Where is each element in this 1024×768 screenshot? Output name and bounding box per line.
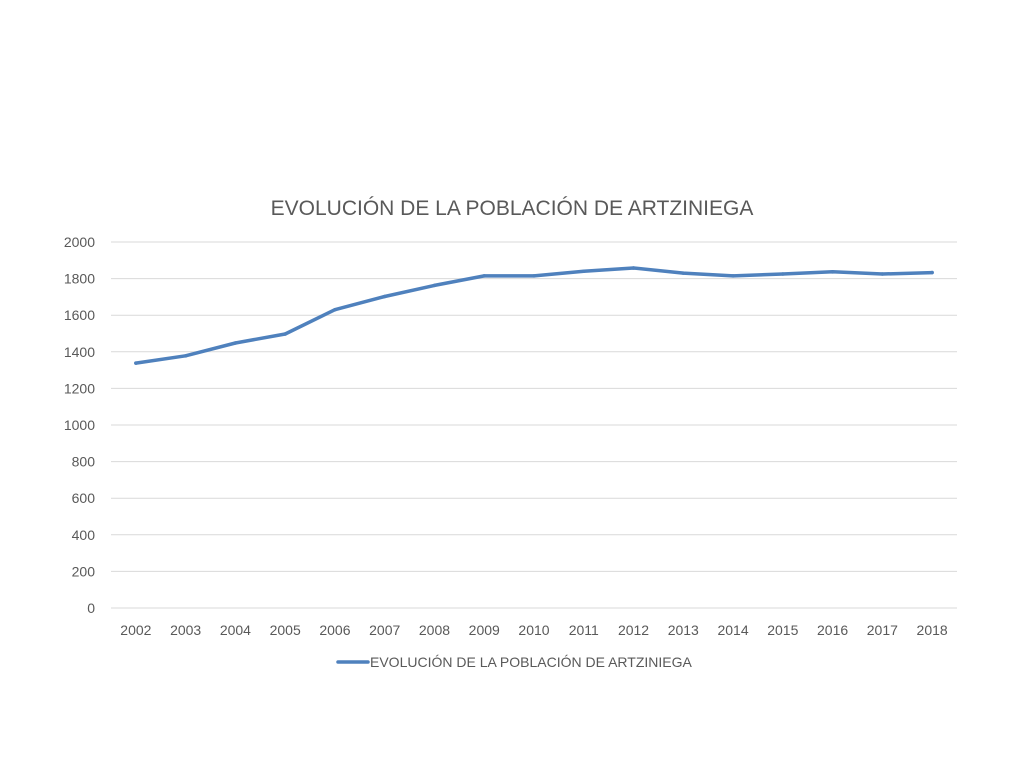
data-point [532, 274, 536, 278]
series-group [134, 266, 934, 365]
data-point [582, 269, 586, 274]
x-tick-label: 2018 [917, 622, 948, 638]
y-tick-label: 0 [87, 600, 95, 616]
legend: EVOLUCIÓN DE LA POBLACIÓN DE ARTZINIEGA [336, 654, 692, 670]
data-point [930, 270, 934, 275]
x-tick-label: 2009 [469, 622, 500, 638]
data-point [183, 354, 188, 358]
data-point [333, 307, 337, 312]
x-tick-label: 2011 [569, 622, 599, 638]
data-point [731, 274, 735, 278]
y-tick-label: 1600 [64, 307, 95, 323]
y-tick-label: 200 [72, 563, 96, 579]
y-tick-label: 600 [72, 490, 96, 506]
data-point [382, 294, 387, 299]
y-tick-label: 1000 [64, 417, 95, 433]
legend-label: EVOLUCIÓN DE LA POBLACIÓN DE ARTZINIEGA [370, 654, 692, 670]
y-gridlines [111, 241, 957, 609]
x-tick-label: 2016 [817, 622, 848, 638]
x-tick-label: 2012 [618, 622, 649, 638]
x-tick-label: 2017 [867, 622, 898, 638]
y-tick-label: 2000 [64, 234, 95, 250]
data-point [781, 272, 785, 276]
data-point [283, 332, 287, 336]
data-point [880, 272, 885, 276]
x-tick-label: 2005 [270, 622, 301, 638]
data-point [233, 341, 238, 345]
data-point [134, 361, 138, 365]
x-tick-label: 2003 [170, 622, 201, 638]
x-tick-label: 2013 [668, 622, 699, 638]
y-tick-label: 1800 [64, 271, 95, 287]
y-tick-label: 1400 [64, 344, 95, 360]
data-point [830, 270, 835, 274]
x-tick-label: 2002 [120, 622, 151, 638]
x-tick-label: 2006 [319, 622, 350, 638]
chart-title: EVOLUCIÓN DE LA POBLACIÓN DE ARTZINIEGA [271, 197, 754, 220]
x-tick-label: 2010 [518, 622, 549, 638]
x-axis-tick-labels: 2002 2003 2004 2005 2006 2007 2008 2009 2010 2011… [120, 622, 948, 638]
data-point [482, 274, 486, 278]
y-tick-label: 400 [72, 527, 96, 543]
x-tick-label: 2004 [220, 622, 251, 638]
x-tick-label: 2015 [767, 622, 798, 638]
y-tick-label: 800 [72, 454, 96, 470]
y-axis-tick-labels: 0 200 400 600 800 1000 1200 1400 1600 1800 2000 [64, 234, 95, 616]
data-point [432, 283, 437, 288]
x-tick-label: 2014 [717, 622, 748, 638]
y-tick-label: 1200 [64, 380, 95, 396]
data-point [681, 271, 686, 275]
data-point [631, 266, 636, 270]
x-tick-label: 2007 [369, 622, 400, 638]
x-tick-label: 2008 [419, 622, 450, 638]
